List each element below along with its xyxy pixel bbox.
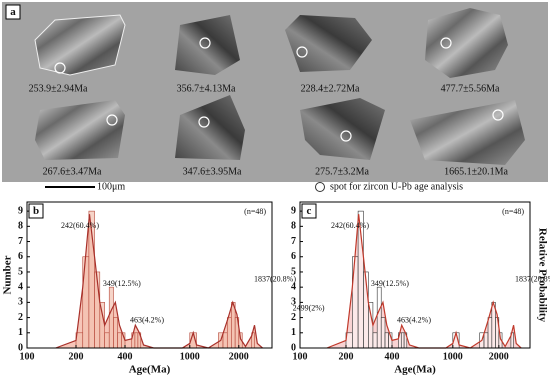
- panel-label: a: [10, 6, 16, 18]
- y-tick-label: 8: [291, 221, 296, 232]
- histogram-bar: [222, 332, 228, 349]
- zircon: [34, 14, 126, 76]
- spots: [54, 37, 504, 142]
- y-tick-label: 8: [18, 221, 23, 232]
- zircon: [425, 8, 508, 78]
- y-tick-label: 0: [291, 342, 296, 353]
- histogram-bar: [99, 302, 105, 349]
- histogram-bar: [400, 332, 405, 349]
- y-tick-label: 9: [18, 205, 23, 216]
- panel-label-box: [28, 203, 44, 219]
- histogram-bar: [372, 332, 378, 349]
- panel-label-box: [5, 4, 21, 20]
- y-tick-label: 3: [18, 297, 23, 308]
- histogram-bar: [104, 332, 110, 349]
- age-label: 253.9±2.94Ma: [29, 83, 88, 94]
- age-label: 1665.1±20.1Ma: [444, 166, 508, 177]
- age-label: 356.7±4.13Ma: [177, 83, 236, 94]
- zircon: [285, 15, 372, 72]
- histogram-bar: [117, 332, 122, 349]
- plot-frame: [26, 201, 273, 349]
- y-tick-label: 1: [18, 327, 23, 338]
- legend-label: spot for zircon U-Pb age analysis: [330, 181, 463, 192]
- peak-annotation: 1837(20.8%): [515, 274, 550, 283]
- y-tick-label: 6: [18, 251, 23, 262]
- legend-symbol: [315, 182, 325, 192]
- histogram-bar: [487, 317, 493, 349]
- x-axis-label: Age(Ma): [129, 364, 171, 376]
- peak-annotation: 242(60.4%): [331, 221, 369, 230]
- x-tick-label: 400: [385, 351, 400, 362]
- histogram-bar: [483, 332, 489, 349]
- peak-annotation: 349(12.5%): [103, 279, 141, 288]
- plot-frame: [299, 201, 531, 349]
- panel-label: b: [33, 205, 39, 217]
- x-axis-label: Age(Ma): [394, 364, 436, 376]
- age-label: 267.6±3.47Ma: [43, 166, 102, 177]
- x-tick-label: 1000: [180, 351, 200, 362]
- y-tick-label: 6: [291, 251, 296, 262]
- y-axis-label: Number: [2, 255, 14, 294]
- histogram-bar: [384, 332, 389, 349]
- y-tick-label: 7: [291, 236, 296, 247]
- age-label: 347.6±3.95Ma: [183, 166, 242, 177]
- x-tick-label: 200: [339, 351, 354, 362]
- y-tick-label: 4: [18, 281, 23, 292]
- x-tick-label: 400: [118, 351, 133, 362]
- x-tick-label: 2000: [489, 351, 509, 362]
- panel-c: 0 1 2 3 4 5 6 7 8 9 100 200 400 1000 2000 Age(Ma) Relati…: [291, 201, 550, 376]
- zircon: [300, 98, 385, 160]
- peak-annotation: 2499(2%): [293, 303, 325, 312]
- histogram-bar: [113, 317, 118, 349]
- peak-annotation: 463(4.2%): [130, 315, 164, 324]
- y-tick-label: 5: [18, 266, 23, 277]
- y-tick-label: 5: [291, 266, 296, 277]
- histogram-bar: [134, 332, 139, 349]
- y-tick-label: 7: [18, 236, 23, 247]
- histogram-bar: [368, 302, 374, 349]
- zircon-images: [34, 8, 525, 165]
- histogram-bar: [376, 286, 382, 349]
- zircon: [175, 15, 240, 75]
- peak-annotation: 242(60.4%): [61, 221, 99, 230]
- peak-annotation: 1837(20.8%): [254, 274, 296, 283]
- x-tick-label: 2000: [229, 351, 249, 362]
- zircon: [35, 100, 125, 160]
- age-label: 228.4±2.72Ma: [301, 83, 360, 94]
- histogram-bar: [226, 317, 232, 349]
- panel-a: a 253.9±2.94Ma 356.7±4.13Ma 228.4±2.72Ma…: [2, 2, 548, 192]
- x-tick-label: 1000: [443, 351, 463, 362]
- histogram-bar: [380, 317, 386, 349]
- y-tick-label: 1: [291, 327, 296, 338]
- zircon: [410, 100, 525, 165]
- x-tick-label: 100: [20, 351, 35, 362]
- peak-annotation: 349(12.5%): [371, 279, 409, 288]
- y-tick-label: 2: [291, 312, 296, 323]
- y-tick-label: 9: [291, 205, 296, 216]
- scale-bar-label: 100μm: [97, 181, 125, 192]
- y-tick-label: 4: [291, 281, 296, 292]
- y-tick-label: 3: [291, 297, 296, 308]
- histogram-bar: [108, 286, 114, 349]
- x-tick-label: 100: [293, 351, 308, 362]
- x-tick-label: 200: [69, 351, 84, 362]
- sample-size: (n=48): [244, 207, 266, 216]
- panel-label-box: [301, 203, 317, 219]
- age-label: 275.7±3.2Ma: [315, 166, 369, 177]
- y2-axis-label: Relative Probability: [536, 228, 548, 323]
- peak-annotation: 463(4.2%): [397, 315, 431, 324]
- y-tick-label: 2: [18, 312, 23, 323]
- age-label: 477.7±5.56Ma: [441, 83, 500, 94]
- y-tick-label: 0: [18, 342, 23, 353]
- histogram-bar: [82, 256, 90, 349]
- sample-size: (n=48): [502, 207, 524, 216]
- zircon: [175, 95, 245, 160]
- panel-label: c: [307, 205, 312, 217]
